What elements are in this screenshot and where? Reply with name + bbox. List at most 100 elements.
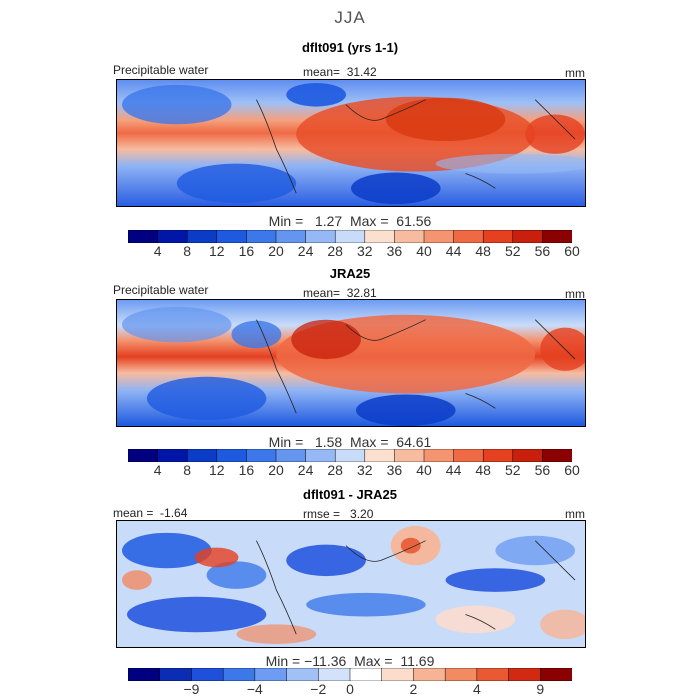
colorbar-swatch [275, 230, 307, 243]
panel-3-mean-value: -1.64 [160, 506, 188, 520]
panel-1-mean-value: 31.42 [346, 65, 377, 79]
colorbar-tick-label: 40 [416, 462, 432, 478]
colorbar-tick-label: 12 [209, 462, 225, 478]
colorbar-swatch [157, 449, 188, 462]
panel-2-colorbar-ticks: 4 8 12 16 20 24 28 32 36 40 44 48 52 56 60 [128, 462, 580, 480]
colorbar-swatch [191, 668, 224, 681]
colorbar-swatch [305, 449, 336, 462]
panel-3-rmse-label: rmse = [303, 507, 341, 521]
colorbar-tick-label: 12 [209, 243, 225, 259]
colorbar-swatch [334, 230, 366, 243]
panel-1-variable-label: Precipitable water [113, 63, 209, 77]
figure-title: JJA [334, 8, 366, 27]
panel-2-title: JRA25 [329, 266, 371, 281]
colorbar-tick-label: 20 [268, 243, 284, 259]
panel-2-variable-label: Precipitable water [113, 283, 209, 297]
colorbar-tick-label: 44 [445, 462, 462, 478]
colorbar-swatch [128, 449, 159, 462]
colorbar-swatch [542, 230, 572, 243]
panel-1-units: mm [565, 66, 585, 80]
panel-1-max-value: 61.56 [396, 213, 432, 229]
colorbar-swatch [318, 668, 351, 681]
panel-1-max-label: Max = [349, 213, 389, 229]
panel-2-max-label: Max = [349, 434, 389, 450]
colorbar-swatch [159, 668, 193, 681]
colorbar-swatch [222, 668, 256, 681]
colorbar-tick-label: 60 [564, 243, 580, 259]
colorbar-tick-label: 52 [505, 462, 521, 478]
colorbar-tick-label: 9 [536, 681, 545, 697]
colorbar-swatch [453, 230, 484, 243]
colorbar-tick-label: 20 [268, 462, 284, 478]
colorbar-tick-label: 24 [297, 243, 314, 259]
colorbar-tick-label: 48 [475, 462, 491, 478]
colorbar-tick-label: 4 [153, 462, 162, 478]
colorbar-swatch [364, 449, 396, 462]
colorbar-swatch [216, 449, 248, 462]
colorbar-tick-label: 60 [564, 462, 580, 478]
colorbar-swatch [349, 668, 383, 681]
colorbar-tick-label: 32 [357, 462, 373, 478]
panel-1-map [116, 79, 586, 207]
colorbar-swatch [413, 668, 446, 681]
colorbar-tick-label: 16 [238, 243, 255, 259]
panel-3-min-label: Min = [265, 653, 301, 669]
panel-2-map [116, 299, 586, 427]
colorbar-tick-label: 32 [357, 243, 373, 259]
colorbar-swatch [512, 230, 544, 243]
colorbar-tick-label: 4 [153, 243, 162, 259]
colorbar-swatch [423, 230, 455, 243]
colorbar-tick-label: 24 [297, 462, 314, 478]
colorbar-swatch [246, 449, 277, 462]
panel-3-mean: mean = -1.64 [113, 506, 187, 520]
colorbar-swatch [157, 230, 188, 243]
panel-3-colorbar-ticks: −9 −4 −2 0 2 4 9 [128, 681, 572, 699]
colorbar-tick-label: 28 [327, 462, 343, 478]
colorbar-swatch [394, 230, 425, 243]
colorbar-tick-label: 28 [327, 243, 343, 259]
colorbar-swatch [186, 230, 218, 243]
colorbar-tick-label: 48 [475, 243, 491, 259]
panel-2-units: mm [565, 287, 585, 301]
colorbar-tick-label: −4 [246, 681, 263, 697]
colorbar-swatch [254, 668, 288, 681]
colorbar-tick-label: 2 [409, 681, 418, 697]
colorbar-swatch [482, 230, 514, 243]
colorbar-swatch [476, 668, 510, 681]
colorbar-swatch [482, 449, 514, 462]
panel-1-mean: mean= 31.42 [303, 65, 377, 79]
colorbar-swatch [540, 668, 572, 681]
colorbar-swatch [334, 449, 366, 462]
panel-3-mean-label: mean = [113, 506, 154, 520]
panel-1-title: dflt091 (yrs 1-1) [301, 40, 399, 55]
colorbar-tick-label: 4 [472, 681, 481, 697]
panel-3-rmse-value: 3.20 [350, 507, 374, 521]
panel-3-max-label: Max = [354, 653, 393, 669]
panel-1-min-value: 1.27 [314, 213, 343, 229]
colorbar-swatch [394, 449, 425, 462]
colorbar-tick-label: 56 [534, 243, 551, 259]
colorbar-tick-label: 52 [505, 243, 521, 259]
panel-2-min-label: Min = [268, 434, 304, 450]
colorbar-tick-label: −9 [183, 681, 200, 697]
colorbar-tick-label: 36 [386, 243, 403, 259]
panel-2-min-value: 1.58 [314, 434, 343, 450]
colorbar-swatch [508, 668, 542, 681]
colorbar-tick-label: −2 [310, 681, 327, 697]
colorbar-swatch [444, 668, 478, 681]
panel-3-units: mm [565, 507, 585, 521]
colorbar-swatch [216, 230, 248, 243]
panel-2-colorbar [128, 449, 572, 462]
colorbar-swatch [186, 449, 218, 462]
colorbar-swatch [128, 230, 159, 243]
panel-2-max-value: 64.61 [396, 434, 432, 450]
colorbar-swatch [542, 449, 572, 462]
panel-3-rmse: rmse = 3.20 [303, 507, 373, 521]
colorbar-swatch [246, 230, 277, 243]
panel-3-map [116, 520, 586, 648]
panel-3-max-value: 11.69 [400, 653, 435, 669]
colorbar-tick-label: 8 [183, 462, 192, 478]
colorbar-swatch [364, 230, 396, 243]
panel-1-min-label: Min = [268, 213, 304, 229]
panel-3-title: dflt091 - JRA25 [303, 487, 397, 502]
